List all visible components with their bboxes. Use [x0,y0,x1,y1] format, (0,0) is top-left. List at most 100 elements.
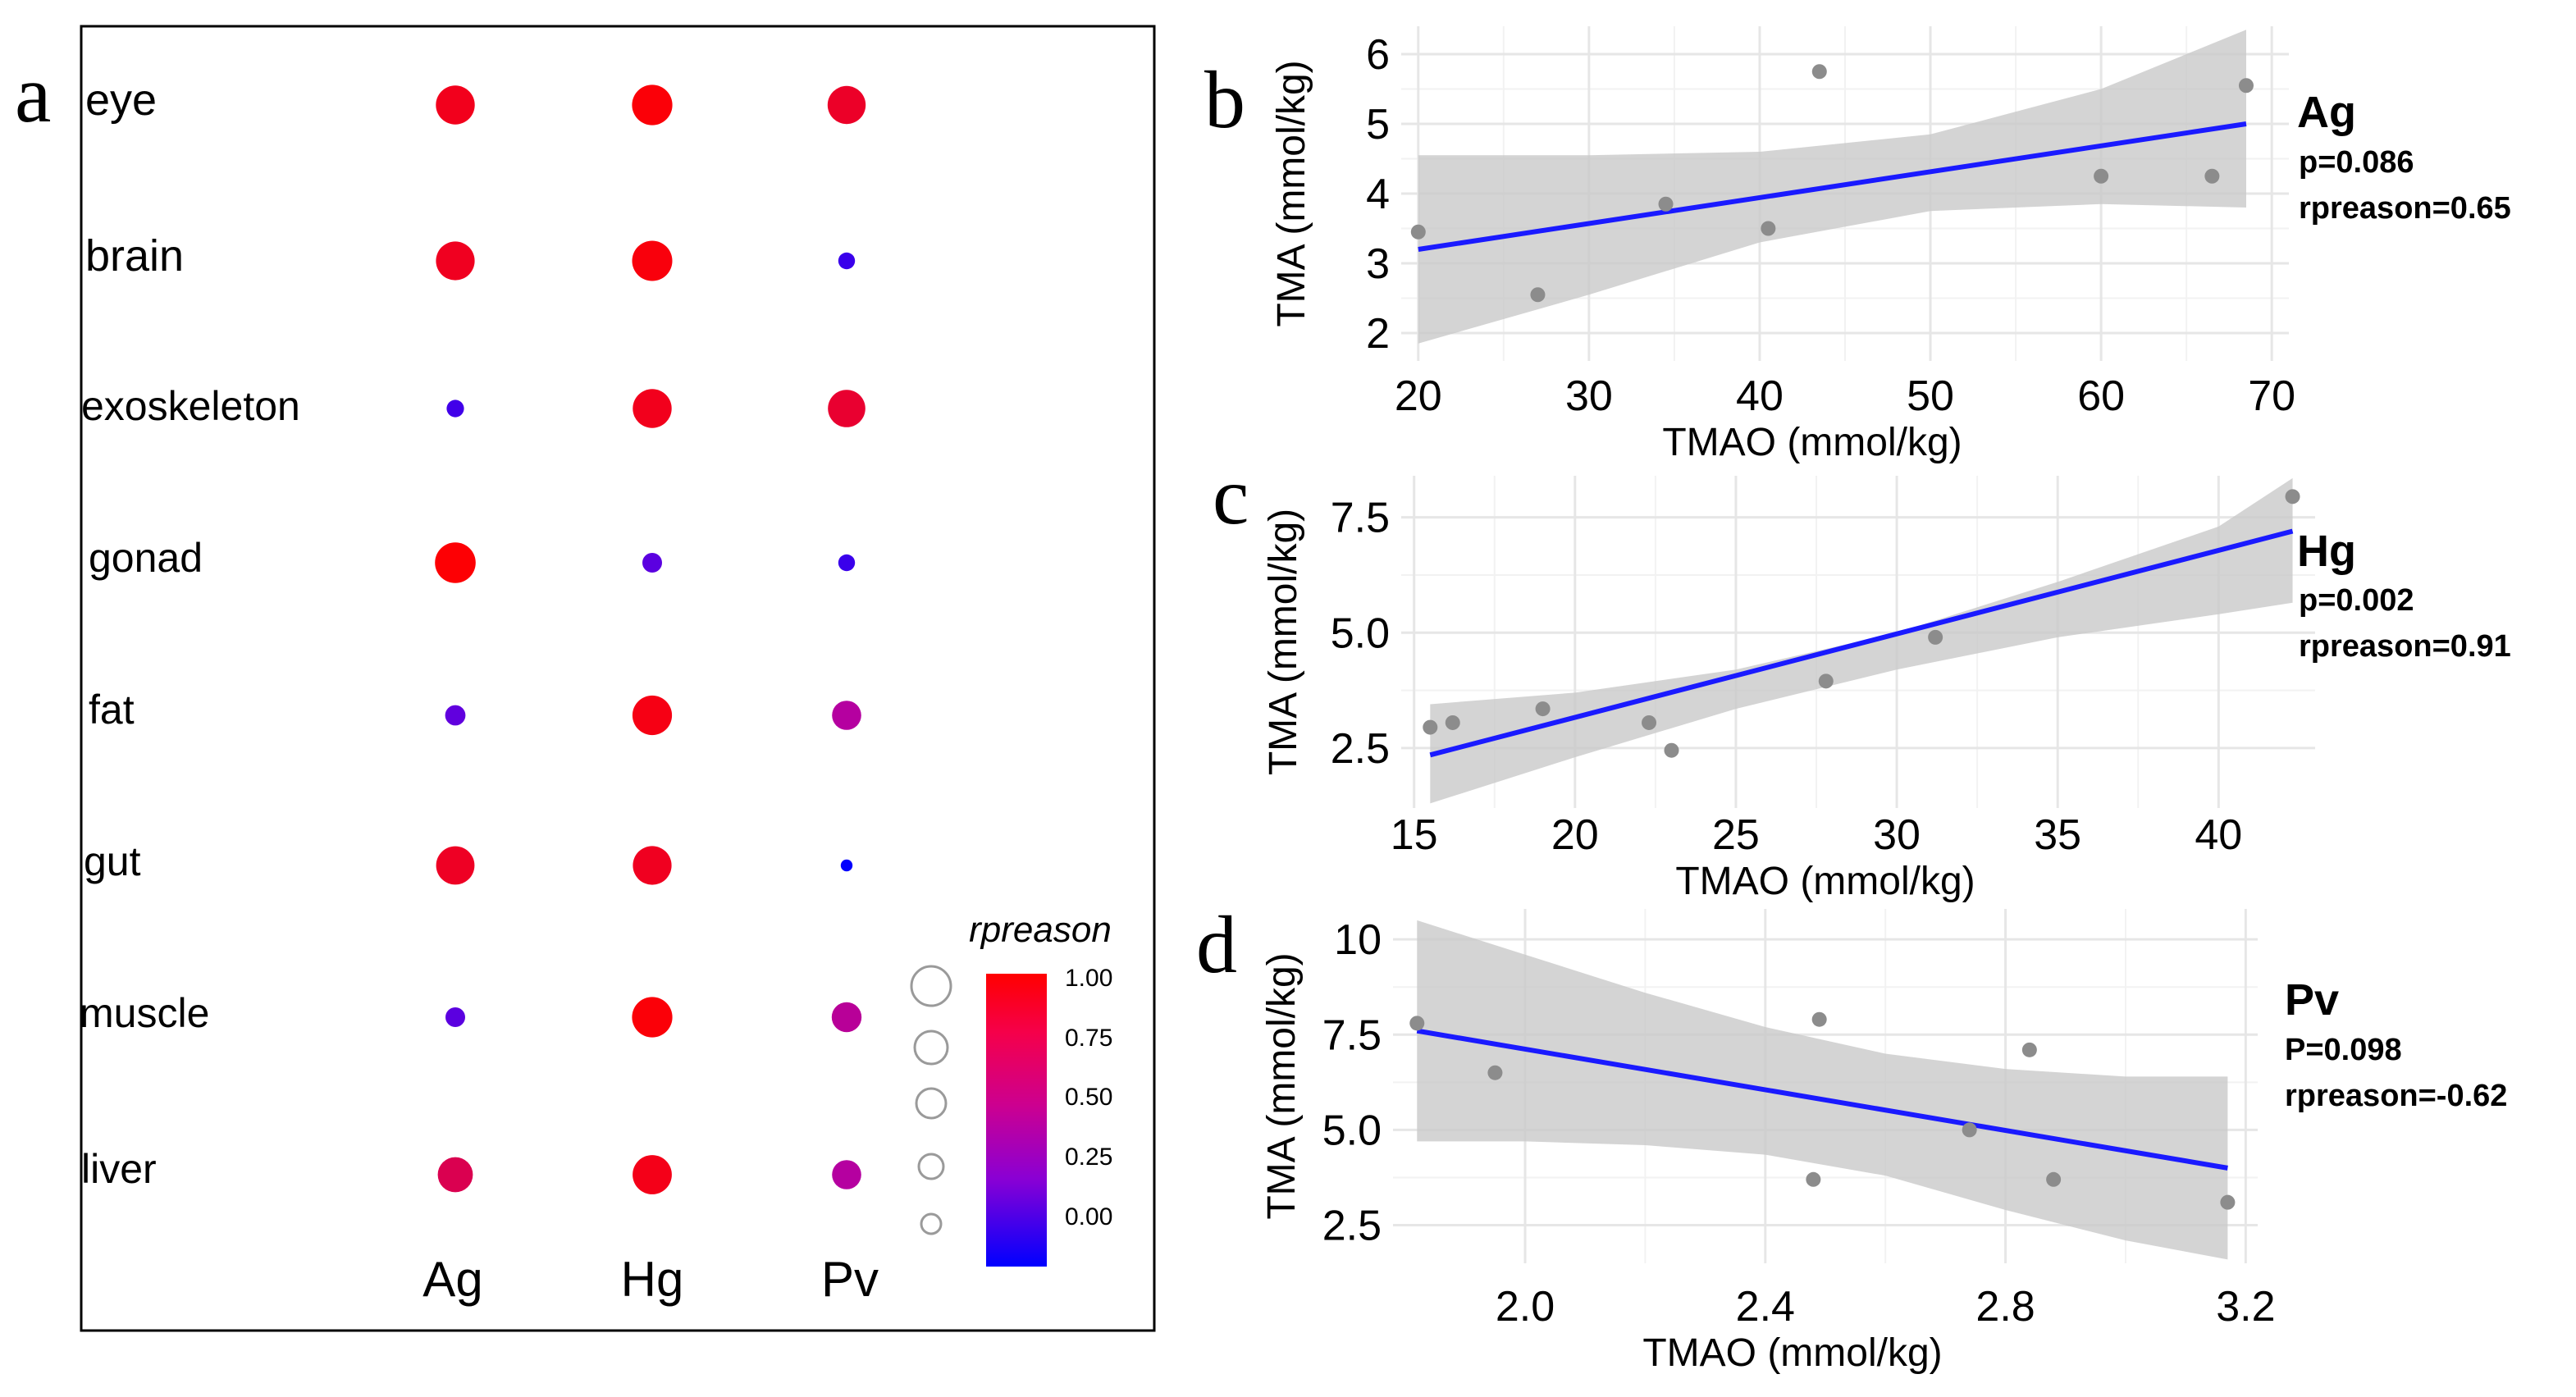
panel-b-species: Ag [2297,88,2356,137]
x-tick-label: 15 [1391,811,1438,859]
data-point [1928,629,1943,645]
row-label-exoskeleton: exoskeleton [81,383,300,429]
x-tick-label: 2.8 [1975,1283,2035,1331]
y-tick-label: 2.5 [1322,1203,1382,1250]
bubble-fat-hg [632,695,673,736]
row-label-eye: eye [85,75,157,125]
panel-a-letter: a [15,48,51,139]
regression-line [1418,121,2247,252]
panel-c-species: Hg [2297,527,2356,576]
panel-d-p-value: P=0.098 [2285,1033,2402,1067]
bubble-gut-pv [840,859,853,872]
legend-tick-label: 0.50 [1065,1084,1112,1111]
data-point [1664,742,1679,758]
x-tick-label: 70 [2248,372,2295,420]
legend-tick-label: 0.25 [1065,1144,1112,1171]
bubble-exoskeleton-pv [828,390,866,427]
legend-ticks: 1.00 0.75 0.50 0.25 0.00 [1065,965,1112,1230]
bubble-liver-ag [437,1157,473,1193]
bubble-gut-hg [633,846,672,885]
bubble-row-labels: eye brain exoskeleton gonad fat gut musc… [80,75,300,1192]
bubble-eye-ag [436,85,475,125]
row-label-fat: fat [89,687,135,733]
bubble-brain-hg [632,240,673,281]
panel-b-p-value: p=0.086 [2299,145,2414,180]
confidence-band [1417,920,2228,1260]
y-tick-label: 6 [1366,31,1390,79]
bubble-gonad-pv [838,554,856,572]
y-tick-label: 10 [1334,916,1382,964]
bubble-brain-pv [838,252,856,270]
data-point [1818,673,1834,689]
x-tick-label: 40 [1736,372,1784,420]
panel-b-plot: 20 30 40 50 60 70 2 3 4 5 6 TMAO (mmol/kg) TMA (mmol… [1270,26,2295,464]
x-tick-label: 30 [1873,811,1921,859]
panel-a: a eye brain exoskeleton gonad fat gut mu… [15,25,1156,1332]
bubble-column-labels: Ag Hg Pv [422,1252,879,1307]
bubble-gonad-hg [642,553,662,573]
panel-d: d 2.0 2.4 2.8 3.2 2.5 5.0 7.5 10 TMAO (mmol/kg) T… [1196,899,2507,1375]
column-label-ag: Ag [422,1252,482,1307]
data-point [1642,714,1657,730]
data-point [1811,64,1827,80]
panel-d-letter: d [1196,899,1237,990]
legend-title: rpreason [969,910,1112,950]
data-point [1962,1122,1977,1138]
panel-c-letter: c [1213,450,1249,541]
bubble-eye-hg [632,84,673,126]
legend-tick-label: 0.75 [1065,1025,1112,1052]
panel-d-species: Pv [2285,975,2339,1025]
panel-b-letter: b [1204,54,1245,145]
bubble-gonad-ag [435,542,476,583]
y-axis-label: TMA (mmol/kg) [1262,509,1305,775]
legend-colorbar [986,974,1047,1267]
panel-a-frame [80,25,1156,1332]
x-axis-label: TMAO (mmol/kg) [1642,1331,1942,1375]
panel-c: c 15 20 25 30 35 40 2.5 5.0 7.5 TMAO (mmol/kg) TMA… [1213,450,2511,903]
row-label-gut: gut [84,838,141,884]
x-axis-label: TMAO (mmol/kg) [1675,860,1975,903]
data-point [1658,196,1674,212]
y-tick-label: 5.0 [1322,1107,1382,1154]
bubble-fat-ag [445,705,466,726]
data-point [2285,489,2300,504]
y-tick-label: 7.5 [1322,1011,1382,1059]
x-tick-label: 30 [1565,372,1613,420]
bubble-eye-pv [827,85,866,125]
y-axis-label: TMA (mmol/kg) [1270,60,1313,326]
data-point [1445,714,1460,730]
panel-d-r-value: rpreason=-0.62 [2285,1079,2507,1113]
data-point [2220,1194,2236,1210]
bubble-exoskeleton-hg [633,389,672,428]
bubble-exoskeleton-ag [446,399,464,418]
panel-b: b 20 30 40 50 60 70 2 3 4 5 6 TMAO (mmol/kg) TMA (mm… [1204,26,2511,464]
data-point [2094,168,2109,184]
data-point [1423,719,1438,735]
x-tick-label: 3.2 [2216,1283,2275,1331]
bubble-fat-pv [832,701,861,730]
panel-c-p-value: p=0.002 [2299,583,2414,618]
y-tick-label: 5.0 [1331,609,1390,657]
regression-line [1429,528,2294,758]
legend-size-circle [915,1087,948,1120]
y-tick-label: 5 [1366,101,1390,148]
data-point [2238,78,2254,94]
legend-size-circles [910,965,952,1235]
y-tick-label: 3 [1366,240,1390,288]
row-label-liver: liver [81,1146,157,1192]
bubble-grid [435,84,866,1194]
x-tick-label: 25 [1712,811,1760,859]
panel-b-r-value: rpreason=0.65 [2299,191,2511,226]
row-label-gonad: gonad [89,535,203,581]
data-point [1409,1016,1425,1031]
data-point [1806,1171,1821,1187]
regression-line [1416,1028,2228,1171]
x-tick-label: 2.0 [1496,1283,1555,1331]
data-point [1530,287,1546,303]
bubble-liver-hg [633,1155,672,1194]
legend-size-circle [920,1212,943,1235]
data-point [1410,224,1426,240]
x-axis-label: TMAO (mmol/kg) [1662,421,1962,464]
data-point [2046,1171,2062,1187]
